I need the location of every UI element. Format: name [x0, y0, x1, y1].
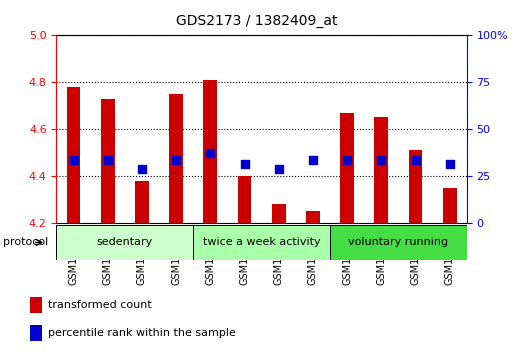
Bar: [135, 181, 149, 223]
Point: [172, 157, 180, 162]
Point: [446, 161, 454, 167]
Bar: [169, 94, 183, 223]
Point: [104, 157, 112, 162]
Bar: [238, 176, 251, 223]
Bar: [374, 118, 388, 223]
Bar: [56, 225, 193, 260]
Bar: [409, 150, 422, 223]
Bar: [193, 225, 330, 260]
Text: GDS2173 / 1382409_at: GDS2173 / 1382409_at: [176, 14, 337, 28]
Text: sedentary: sedentary: [97, 238, 153, 247]
Bar: [306, 211, 320, 223]
Point: [309, 157, 317, 162]
Bar: [101, 99, 114, 223]
Point: [69, 157, 77, 162]
Point: [241, 161, 249, 167]
Point: [343, 157, 351, 162]
Text: protocol: protocol: [3, 238, 48, 247]
Point: [206, 150, 214, 155]
Text: twice a week activity: twice a week activity: [203, 238, 321, 247]
Bar: [204, 80, 217, 223]
Bar: [30, 297, 42, 313]
Point: [377, 157, 385, 162]
Text: percentile rank within the sample: percentile rank within the sample: [48, 328, 235, 338]
Point: [274, 166, 283, 172]
Text: voluntary running: voluntary running: [348, 238, 448, 247]
Bar: [443, 188, 457, 223]
Bar: [340, 113, 354, 223]
Text: transformed count: transformed count: [48, 300, 151, 310]
Bar: [272, 204, 286, 223]
Point: [411, 157, 420, 162]
Point: [138, 166, 146, 172]
Bar: [330, 225, 467, 260]
Bar: [67, 87, 81, 223]
Bar: [30, 325, 42, 341]
